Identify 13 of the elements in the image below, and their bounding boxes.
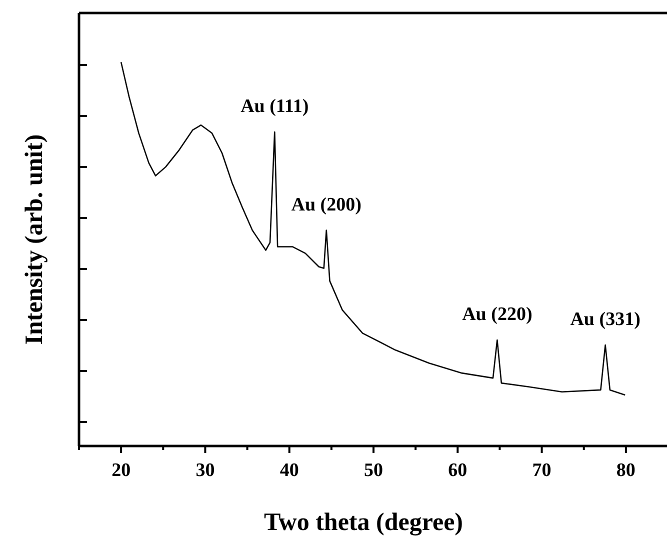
- annotation: Au (200): [291, 194, 362, 216]
- x-tick-label: 60: [448, 460, 468, 481]
- x-tick-label: 70: [532, 460, 552, 481]
- x-tick-label: 40: [280, 460, 299, 481]
- x-tick-label: 50: [364, 460, 383, 481]
- y-axis-title: Intensity (arb. unit): [21, 134, 48, 345]
- x-tick-label: 20: [112, 460, 131, 481]
- annotation: Au (111): [240, 96, 309, 117]
- annotation: Au (331): [570, 309, 640, 330]
- x-tick-label: 80: [616, 460, 636, 481]
- x-axis-title: Two theta (degree): [264, 509, 464, 536]
- annotation: Au (220): [462, 304, 532, 326]
- x-tick-label: 30: [196, 460, 215, 481]
